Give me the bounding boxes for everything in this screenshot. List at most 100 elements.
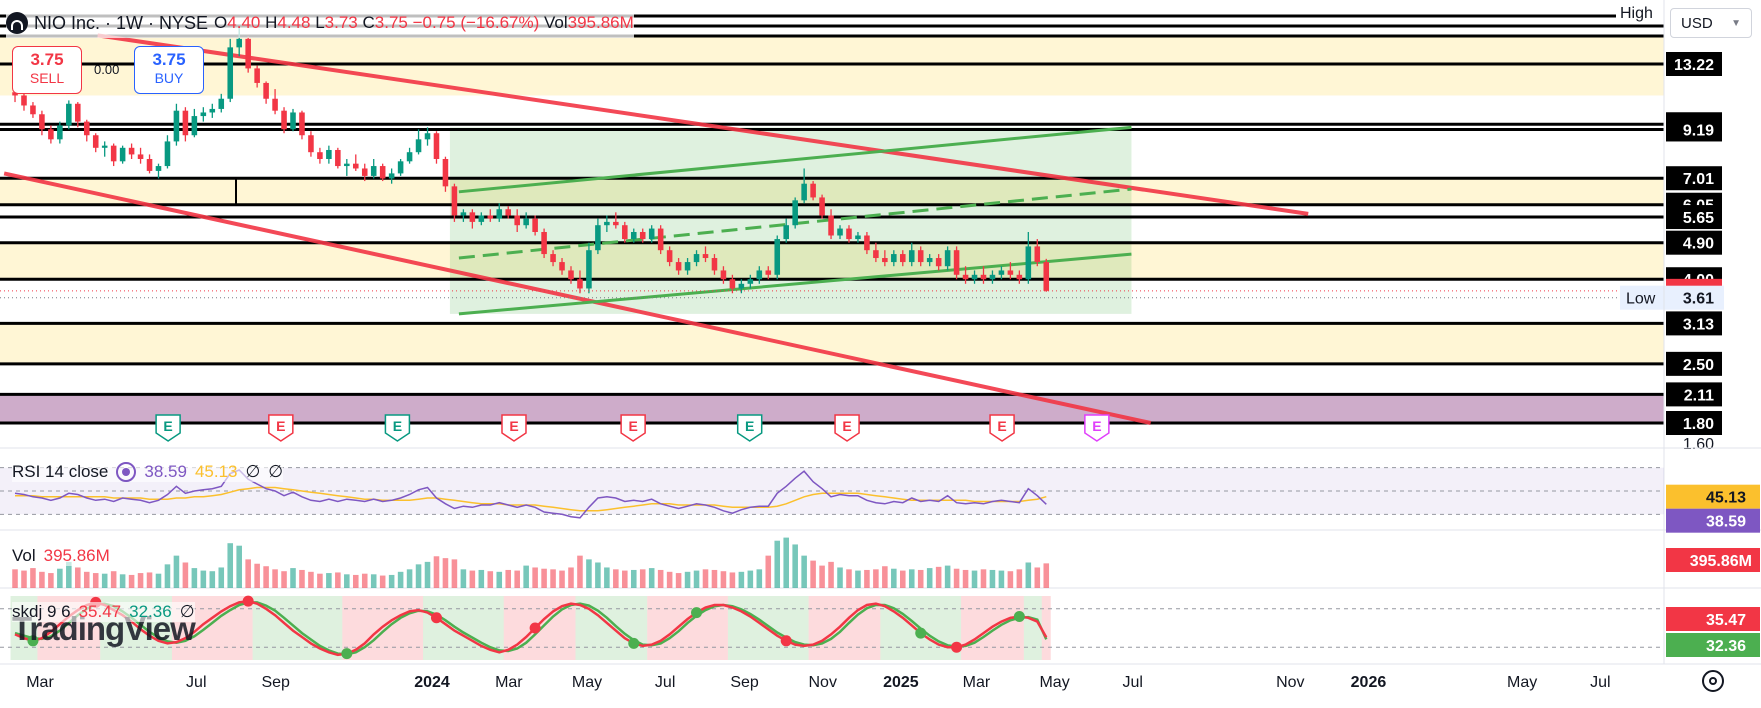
time-axis-label: Mar xyxy=(495,674,523,691)
candle-body xyxy=(146,158,153,171)
volume-bar xyxy=(864,569,870,588)
volume-bar xyxy=(532,567,538,588)
candle-body xyxy=(83,121,90,136)
skdj-title: skdj 9 6 xyxy=(12,602,71,621)
volume-bar xyxy=(998,570,1005,588)
settings-gear-icon[interactable] xyxy=(1702,670,1724,692)
skdj-legend[interactable]: skdj 9 6 35.47 32.36 ∅ xyxy=(12,602,195,622)
volume-bar xyxy=(586,559,592,588)
volume-bar xyxy=(137,573,144,588)
volume-bar xyxy=(577,555,583,588)
sr-zone xyxy=(0,64,1664,96)
volume-bar xyxy=(756,569,763,588)
volume-bar xyxy=(182,562,189,588)
sell-button[interactable]: 3.75 SELL xyxy=(12,46,82,94)
time-axis-label: Sep xyxy=(261,674,290,691)
candle-body xyxy=(92,135,99,148)
volume-bar xyxy=(882,566,888,588)
candle-body xyxy=(917,250,924,263)
volume-bar xyxy=(559,570,565,588)
candle-body xyxy=(379,166,386,179)
spread-value: 0.00 xyxy=(94,62,120,77)
buy-button[interactable]: 3.75 BUY xyxy=(134,46,204,94)
candle-body xyxy=(388,173,395,179)
sr-zone xyxy=(0,36,1664,64)
rsi-axis-label: 38.59 xyxy=(1706,514,1746,531)
volume-bar xyxy=(523,565,529,588)
candle-body xyxy=(281,110,287,130)
volume-bar xyxy=(801,555,807,588)
candle-body xyxy=(1016,274,1023,280)
volume-bar xyxy=(657,569,664,588)
volume-bar xyxy=(891,568,897,588)
volume-bar xyxy=(146,572,153,588)
price-level-label: 9.19 xyxy=(1683,122,1714,139)
price-level-badge xyxy=(1666,117,1722,142)
volume-bar xyxy=(308,571,314,588)
time-axis-label: Jul xyxy=(655,674,675,691)
volume-legend[interactable]: Vol 395.86M xyxy=(12,546,110,566)
candle-body xyxy=(926,258,933,263)
currency-select[interactable]: USD ▼ xyxy=(1670,8,1752,38)
volume-bar xyxy=(613,569,619,588)
volume-bar xyxy=(227,543,234,588)
candle-body xyxy=(738,283,745,289)
ohlc-close: 3.75 xyxy=(374,13,408,32)
rsi-ma-value: 45.13 xyxy=(194,462,238,481)
volume-bar xyxy=(962,569,969,588)
volume-bar xyxy=(173,555,180,588)
sr-zone xyxy=(0,394,1664,423)
candle-body xyxy=(352,163,359,169)
skdj-d-value: 32.36 xyxy=(129,602,172,621)
volume-bar xyxy=(200,570,207,588)
price-level-badge xyxy=(1666,166,1722,191)
symbol-title[interactable]: NIO Inc. · 1W · NYSE xyxy=(34,12,209,33)
ohlc-change: −0.75 (−16.67%) xyxy=(412,13,540,32)
skdj-peak-dot xyxy=(242,595,254,607)
volume-bar xyxy=(514,570,520,588)
volume-bar xyxy=(361,573,368,588)
volume-bar xyxy=(855,570,861,588)
candle-body xyxy=(101,145,108,148)
skdj-peak-dot xyxy=(430,612,442,624)
volume-bar xyxy=(236,545,242,588)
volume-value: 395.86M xyxy=(43,546,110,565)
low-badge xyxy=(1620,285,1724,310)
price-level-label: 13.22 xyxy=(1674,57,1714,74)
volume-bar xyxy=(1025,562,1032,588)
earnings-marker xyxy=(989,414,1015,442)
trendline-upper-trend xyxy=(97,33,1309,216)
skdj-trough-dot xyxy=(915,627,927,639)
sync-icon[interactable] xyxy=(116,462,137,482)
volume-bar xyxy=(944,565,951,588)
time-axis-label: May xyxy=(572,674,602,691)
candle-body xyxy=(48,129,54,140)
skdj-peak-dot xyxy=(951,641,963,653)
volume-bar xyxy=(926,568,933,588)
candle-body xyxy=(1043,262,1050,291)
candle-body xyxy=(1034,246,1041,263)
nio-logo-icon xyxy=(6,12,28,34)
candle-body xyxy=(639,231,646,240)
earnings-marker xyxy=(501,414,527,442)
candle-body xyxy=(433,133,440,159)
volume-bar xyxy=(478,569,485,588)
candle-body xyxy=(783,225,789,240)
candle-body xyxy=(487,215,494,219)
candle-body xyxy=(586,250,592,289)
volume-bar xyxy=(1016,569,1023,588)
volume-bar xyxy=(496,571,503,588)
candle-body xyxy=(469,212,476,222)
candle-body xyxy=(514,215,520,226)
time-axis-label: Jul xyxy=(1590,674,1610,691)
candle-body xyxy=(684,262,691,271)
candle-body xyxy=(891,254,897,263)
volume-bar xyxy=(487,571,494,588)
volume-bar xyxy=(846,569,852,588)
candle-body xyxy=(272,98,278,111)
candle-body xyxy=(424,133,431,140)
volume-bar xyxy=(595,562,601,588)
rsi-legend[interactable]: RSI 14 close 38.59 45.13 ∅ ∅ xyxy=(12,462,284,482)
candle-body xyxy=(819,197,825,216)
